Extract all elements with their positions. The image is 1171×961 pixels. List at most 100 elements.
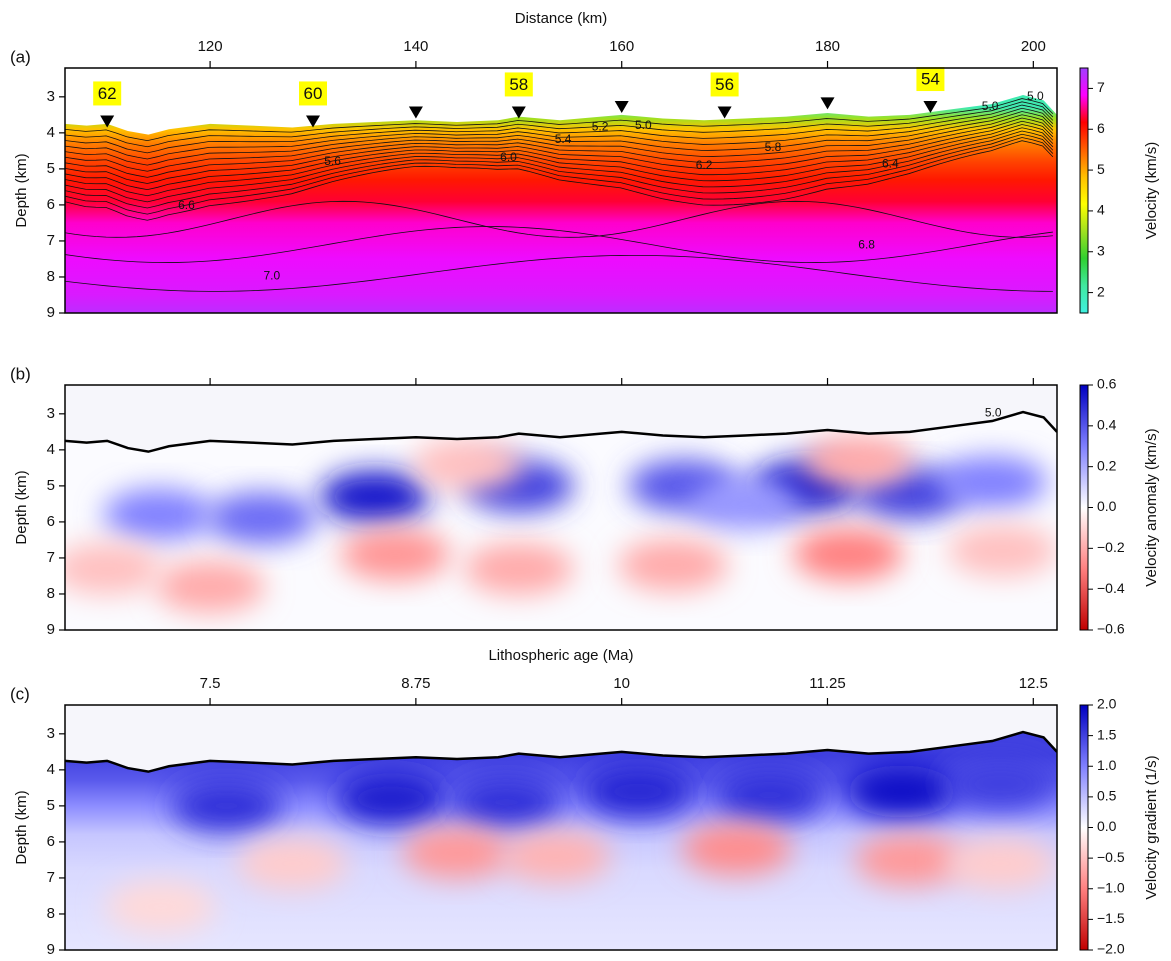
colorbar <box>1079 384 1089 631</box>
y-tick-label: 7 <box>47 869 55 886</box>
anomaly <box>105 880 216 933</box>
contour-label: 5.0 <box>982 99 999 113</box>
colorbar-label: Velocity (km/s) <box>1143 142 1160 240</box>
station-label-box <box>93 81 122 106</box>
frame <box>64 704 1058 951</box>
contour-label: 7.0 <box>263 268 280 282</box>
velocity-field <box>65 95 1057 313</box>
station-label-box <box>504 72 533 97</box>
colorbar <box>1079 67 1089 314</box>
anomaly <box>690 477 801 530</box>
station-label: 60 <box>304 84 323 103</box>
contour-label: 5.0 <box>1027 89 1044 103</box>
contour-line <box>65 101 1054 148</box>
x-tick-label: 10 <box>613 675 630 692</box>
station-label: 58 <box>509 75 528 94</box>
seafloor <box>65 410 1057 453</box>
anomaly <box>583 765 694 818</box>
contour-label: 6.4 <box>882 156 899 170</box>
anomaly <box>618 539 729 592</box>
colorbar-tick-label: 6 <box>1097 120 1105 136</box>
anomaly <box>237 837 348 890</box>
panel-label: (c) <box>10 684 30 703</box>
field <box>65 732 1057 950</box>
anomaly <box>793 528 904 581</box>
anomaly <box>854 833 965 886</box>
anomaly <box>451 776 562 829</box>
field <box>65 95 1057 313</box>
frame <box>64 67 1058 314</box>
contour-label: 6.0 <box>500 150 517 164</box>
anomaly <box>463 542 574 595</box>
colorbar-tick-label: −2.0 <box>1097 941 1125 956</box>
contour-label: 5.4 <box>555 132 572 146</box>
station-label: 54 <box>921 70 940 89</box>
panel: 5.0 5.2 5.4 5.6 6.0 5.8 6.2 6.4 6.6 6.8 7.0 5.0 5.0 6… <box>10 10 1160 321</box>
contour-line <box>65 114 1054 172</box>
anomaly <box>803 434 914 487</box>
anomaly <box>945 837 1056 890</box>
contour-label: 6.6 <box>178 198 195 212</box>
colorbar-label: Velocity gradient (1/s) <box>1143 755 1160 899</box>
station <box>306 115 320 128</box>
y-tick-label: 4 <box>47 761 55 778</box>
colorbar-tick-label: 5 <box>1097 161 1105 177</box>
y-axis-label: Depth (km) <box>13 470 30 544</box>
y-axis-label: Depth (km) <box>13 153 30 227</box>
contour-line <box>65 133 1054 209</box>
anomaly <box>336 772 447 825</box>
x-tick-label: 160 <box>609 38 634 55</box>
contour-line <box>65 124 1054 191</box>
station <box>820 97 835 110</box>
y-axis-label: Depth (km) <box>13 790 30 864</box>
anomaly <box>340 528 451 581</box>
y-tick-label: 6 <box>47 196 55 213</box>
anomaly <box>206 492 317 545</box>
y-tick-label: 3 <box>47 405 55 422</box>
station-label-box <box>710 72 739 97</box>
x-tick-label: 180 <box>815 38 840 55</box>
anomaly <box>937 456 1048 509</box>
y-tick-label: 8 <box>47 585 55 602</box>
station <box>717 106 732 119</box>
contour-label: 5.0 <box>635 118 652 132</box>
contour-label: 6.2 <box>696 158 713 172</box>
anomaly <box>500 830 611 883</box>
colorbar-tick-label: 0.0 <box>1097 818 1117 834</box>
y-tick-label: 4 <box>47 124 55 141</box>
contour-line <box>65 111 1054 166</box>
y-tick-label: 9 <box>47 941 55 956</box>
y-tick-label: 8 <box>47 268 55 285</box>
panel-label: (b) <box>10 364 31 383</box>
plot-area: 5.0 <box>65 385 1057 630</box>
colorbar-tick-label: 0.5 <box>1097 788 1117 804</box>
x-axis-label: Lithospheric age (Ma) <box>488 647 633 664</box>
anomaly <box>65 542 163 595</box>
anomaly <box>681 823 792 876</box>
contour-line <box>65 104 1054 154</box>
colorbar-tick-label: 4 <box>1097 202 1105 218</box>
colorbar-tick-label: −1.0 <box>1097 879 1125 895</box>
panel: 5.0 3 4 5 6 7 8 9 Depth (km) (b) −0.6 −0.4 −0.2 0.0 0.… <box>10 364 1160 637</box>
y-tick-label: 8 <box>47 905 55 922</box>
station <box>614 101 629 114</box>
x-tick-label: 140 <box>403 38 428 55</box>
colorbar-tick-label: −0.4 <box>1097 580 1125 596</box>
y-tick-label: 6 <box>47 513 55 530</box>
colorbar-tick-label: 0.2 <box>1097 457 1117 473</box>
contour-label: 5.0 <box>985 405 1002 419</box>
station <box>408 106 423 119</box>
contour-label: 6.8 <box>858 237 875 251</box>
y-tick-label: 9 <box>47 304 55 321</box>
panel: 3 4 5 6 7 8 9 7.5 8.75 10 11.25 12.5 Lithospheric ag… <box>10 647 1160 958</box>
x-tick-label: 12.5 <box>1019 675 1048 692</box>
colorbar-tick-label: −0.6 <box>1097 621 1125 637</box>
contour-line <box>65 120 1054 184</box>
colorbar-tick-label: 3 <box>1097 242 1105 258</box>
anomaly <box>103 488 214 541</box>
colorbar-tick-label: 1.0 <box>1097 757 1117 773</box>
y-tick-label: 7 <box>47 232 55 249</box>
x-tick-label: 120 <box>198 38 223 55</box>
